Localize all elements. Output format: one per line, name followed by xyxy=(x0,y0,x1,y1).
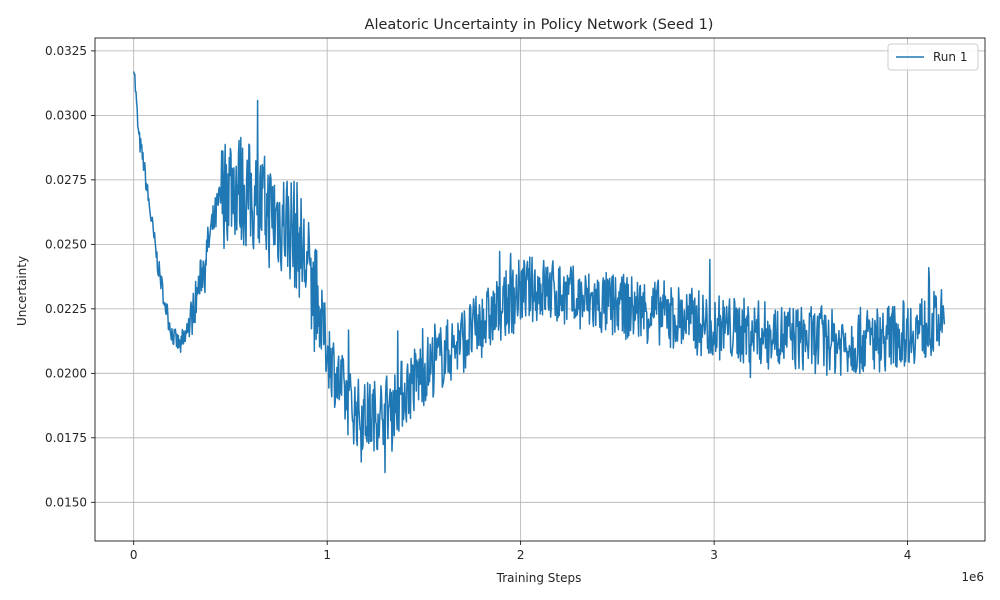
legend: Run 1 xyxy=(887,43,979,71)
chart-title: Aleatoric Uncertainty in Policy Network … xyxy=(365,17,714,33)
x-tick-label: 4 xyxy=(904,548,912,562)
x-tick-label: 0 xyxy=(130,548,138,562)
x-axis-offset-label: 1e6 xyxy=(961,570,984,584)
series-layer xyxy=(132,71,946,474)
legend-label: Run 1 xyxy=(933,50,967,64)
y-axis: 0.0150 0.0175 0.0200 0.0225 0.0250 0.0275 0.03… xyxy=(45,44,95,509)
x-tick-label: 2 xyxy=(517,548,525,562)
y-tick-label: 0.0200 xyxy=(45,366,87,380)
y-tick-label: 0.0325 xyxy=(45,44,87,58)
x-tick-label: 1 xyxy=(323,548,331,562)
x-axis-title: Training Steps xyxy=(496,571,582,585)
x-tick-label: 3 xyxy=(710,548,718,562)
y-tick-label: 0.0275 xyxy=(45,173,87,187)
y-tick-label: 0.0225 xyxy=(45,302,87,316)
y-tick-label: 0.0150 xyxy=(45,495,87,509)
y-axis-title: Uncertainty xyxy=(15,256,29,326)
x-axis: 0 1 2 3 4 xyxy=(130,541,912,562)
legend-box xyxy=(887,43,979,71)
y-tick-label: 0.0300 xyxy=(45,108,87,122)
y-tick-label: 0.0250 xyxy=(45,237,87,251)
series-line-run-1 xyxy=(132,71,946,474)
plot-frame xyxy=(94,37,986,542)
grid xyxy=(95,38,985,541)
y-tick-label: 0.0175 xyxy=(45,431,87,445)
